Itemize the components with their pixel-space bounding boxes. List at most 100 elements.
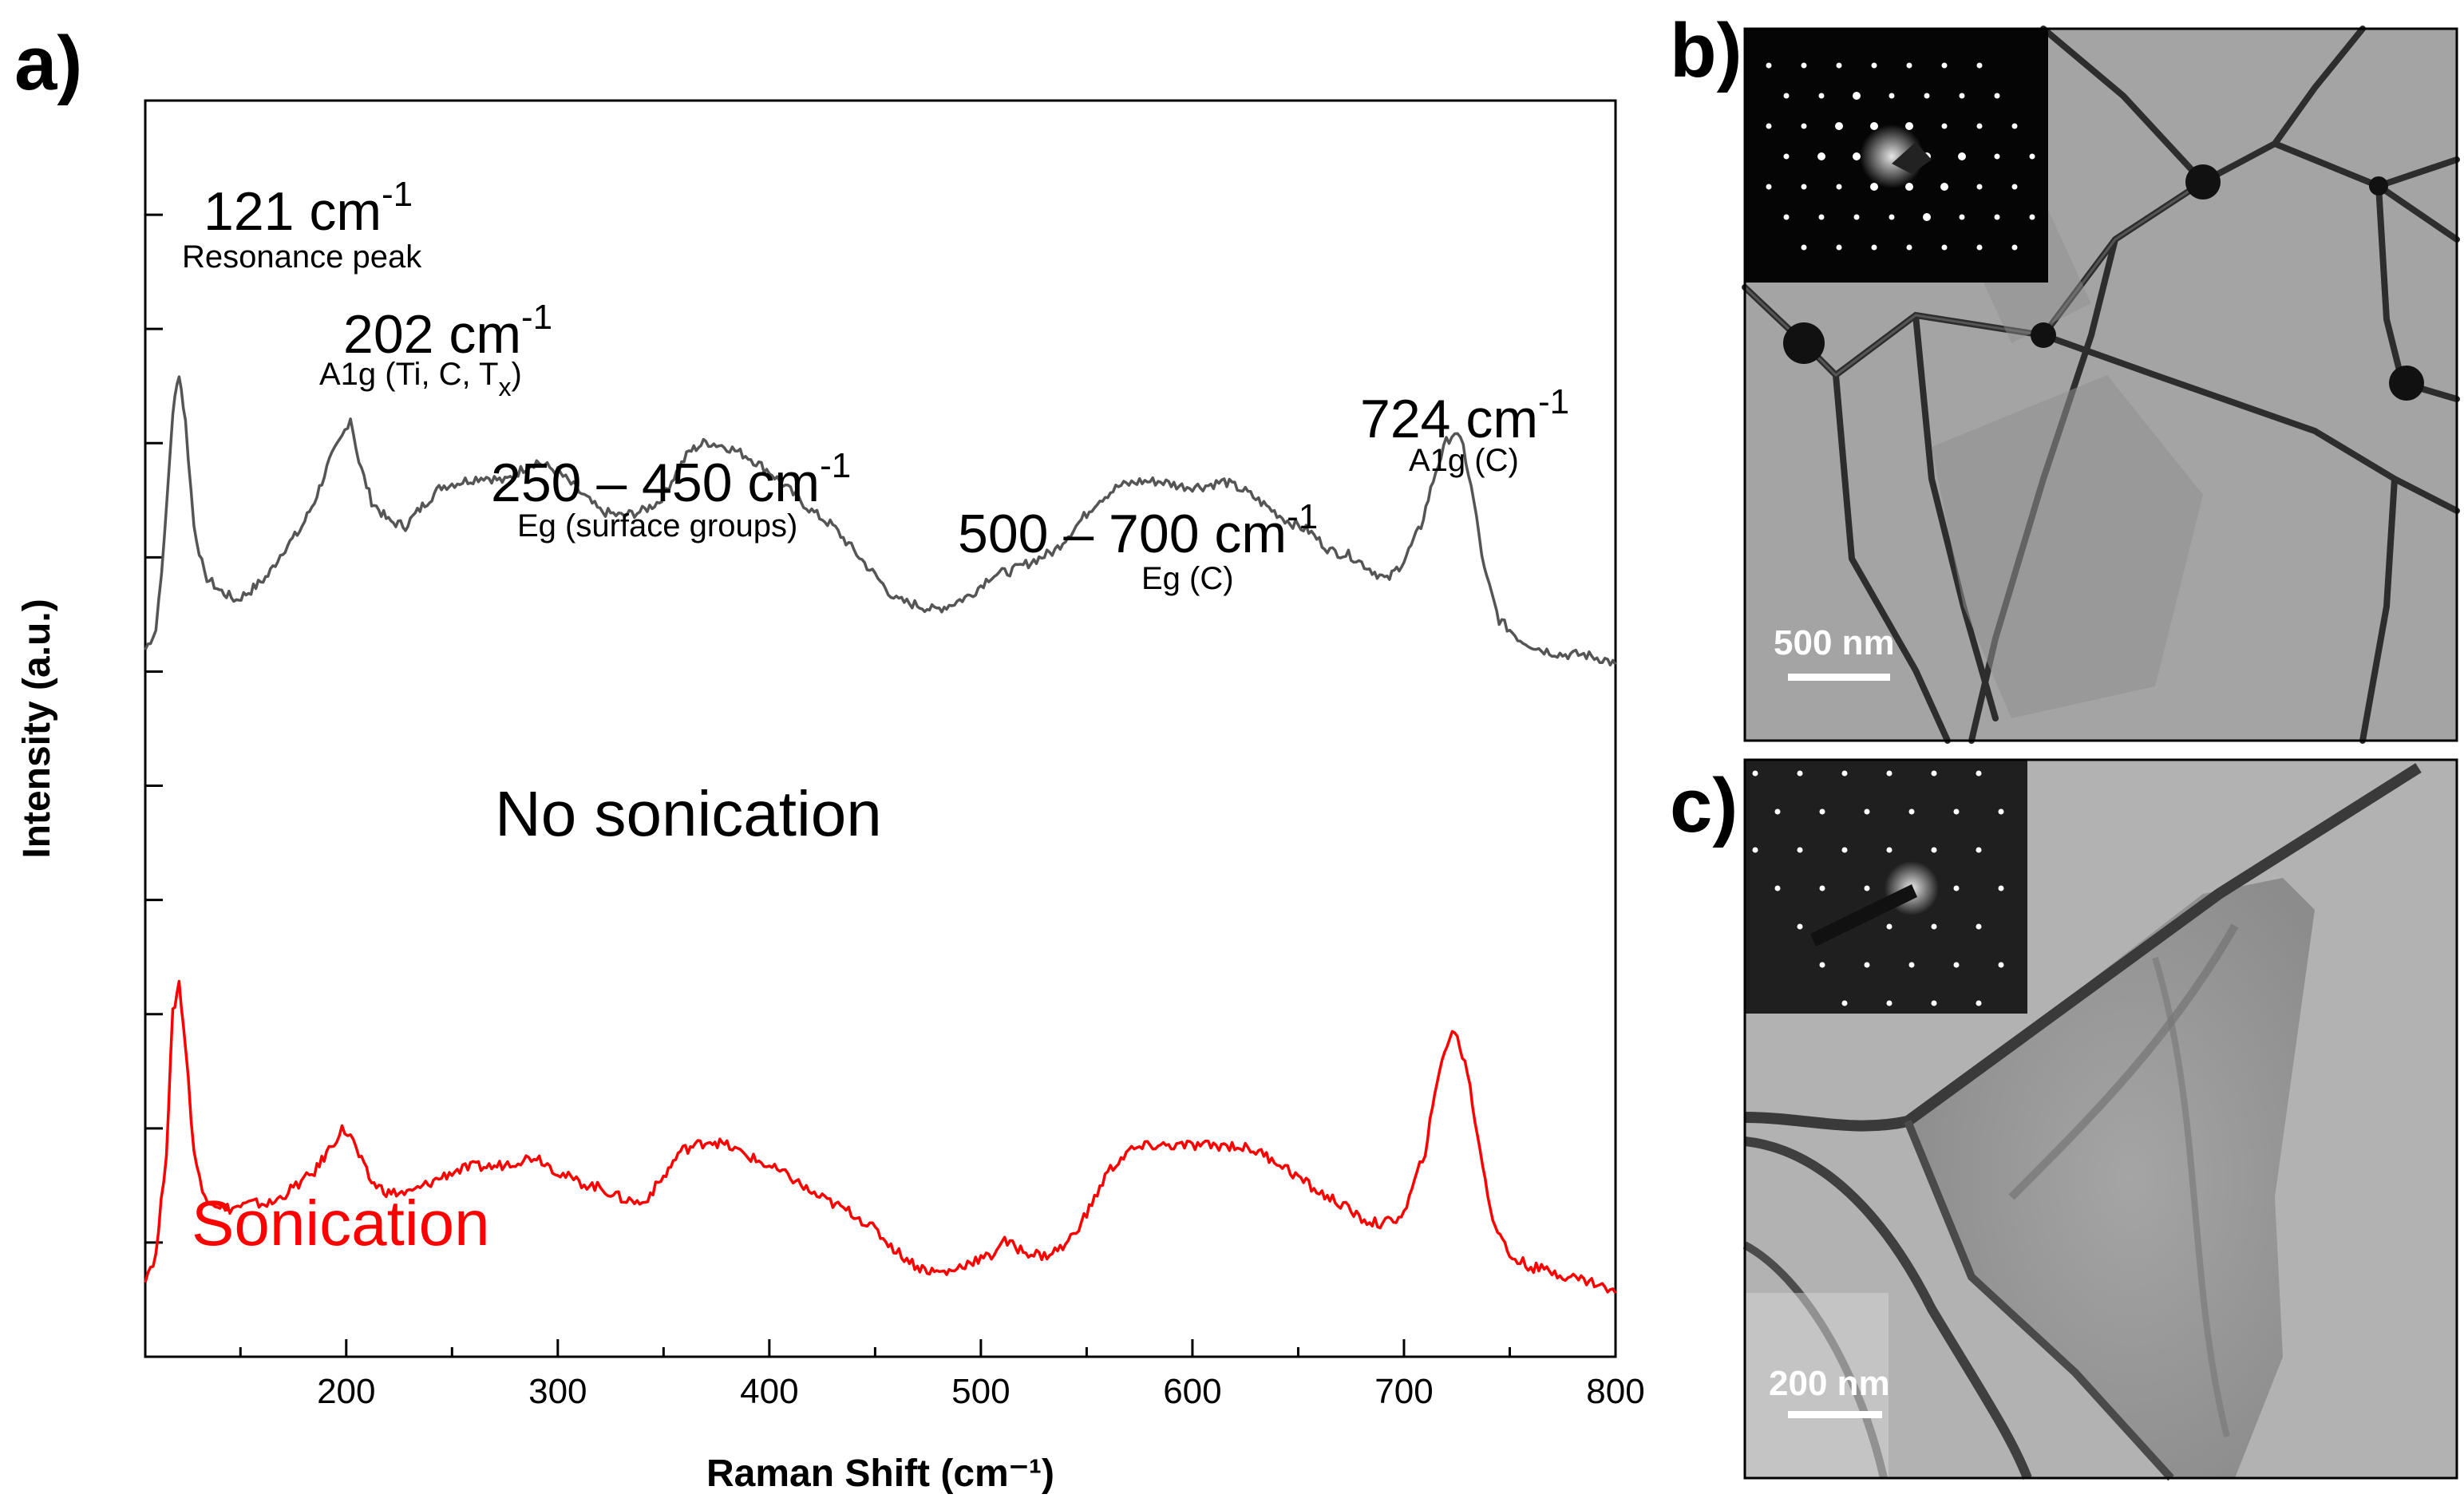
saed-spot (2011, 184, 2018, 190)
y-axis-label: Intensity (a.u.) (16, 599, 58, 858)
saed-spot (1886, 770, 1892, 777)
superscript: -1 (1287, 497, 1318, 536)
saed-spot (1853, 152, 1861, 160)
saed-spot (1801, 62, 1807, 69)
superscript: -1 (382, 175, 413, 214)
saed-spot (1817, 152, 1825, 160)
saed-spot (1864, 885, 1870, 891)
hole-region (1745, 1293, 1889, 1478)
peak-annotation-title: 724 cm-1 (1360, 382, 1569, 449)
saed-spot (1998, 962, 2004, 968)
saed-spot (1797, 770, 1803, 777)
saed-spot (1953, 962, 1960, 968)
saed-spot (1870, 183, 1878, 191)
carbon-edge (1904, 1120, 2174, 1481)
saed-spot (1976, 923, 1982, 930)
saed-spot (1818, 93, 1825, 99)
saed-spot (1853, 214, 1860, 220)
saed-spot (1976, 244, 1983, 251)
saed-spot (1994, 93, 2000, 99)
junction-dark (1783, 322, 1825, 364)
saed-spot (1941, 123, 1948, 129)
saed-spot (1908, 808, 1915, 815)
saed-spot (1886, 923, 1892, 930)
peak-annotation-assignment: A1g (Ti, C, Tx) (319, 357, 522, 401)
saed-spot (1752, 770, 1758, 777)
saed-spot (1958, 152, 1966, 160)
saed-spot (1976, 1000, 1982, 1006)
saed-spot (1819, 885, 1825, 891)
saed-spot (1836, 184, 1842, 190)
saed-spot (1841, 770, 1848, 777)
saed-spot (1998, 808, 2004, 815)
saed-spot (1940, 183, 1948, 191)
peak-annotation-title: 500 – 700 cm-1 (958, 497, 1318, 564)
saed-spot (1819, 808, 1825, 815)
x-tick-label: 300 (528, 1372, 587, 1411)
beam-stopper (1892, 142, 1932, 174)
peak-annotation-assignment: Eg (C) (1141, 561, 1234, 596)
saed-spot (1923, 213, 1931, 221)
saed-spot (1886, 1000, 1892, 1006)
saed-spot (1976, 62, 1983, 69)
panel-label-b: b) (1670, 8, 1742, 93)
saed-spot (1889, 214, 1895, 220)
saed-spot (1931, 1000, 1937, 1006)
saed-spot (1976, 184, 1983, 190)
plot-frame (144, 99, 1617, 1358)
saed-spot (1953, 808, 1960, 815)
saed-spot (1783, 153, 1790, 160)
subscript-tail: ) (512, 357, 522, 392)
saed-spot (1783, 93, 1790, 99)
saed-spot (2011, 244, 2018, 251)
series-label-sonication: Sonication (192, 1188, 490, 1259)
saed-spot (1931, 923, 1937, 930)
saed-spot (1853, 92, 1861, 100)
peak-annotation-title: 202 cm-1 (343, 298, 552, 365)
mxene-sheet (1908, 878, 2315, 1478)
saed-spot (1870, 122, 1878, 130)
saed-spot (1994, 153, 2000, 160)
x-tick-label: 800 (1586, 1372, 1644, 1411)
saed-spot (1818, 214, 1825, 220)
tem-image-c: 200 nm (1742, 758, 2458, 1481)
tem-c-frame (1743, 758, 2458, 1480)
saed-spot (1801, 244, 1807, 251)
peak-annotation-assignment: A1g (C) (1409, 443, 1519, 478)
mxene-flake (1932, 375, 2203, 718)
tem-b-frame (1743, 27, 2458, 742)
superscript: -1 (820, 446, 851, 485)
beam-stopper (1810, 884, 1917, 947)
saed-spot (1774, 808, 1781, 815)
saed-spot (1905, 122, 1913, 130)
subscript: x (499, 373, 512, 401)
x-tick-label: 700 (1374, 1372, 1433, 1411)
series-label-no-sonication: No sonication (495, 778, 882, 849)
saed-spot (1953, 885, 1960, 891)
carbon-edge (1744, 763, 2422, 1132)
saed-inset-b (1745, 29, 2048, 283)
saed-spot (1905, 183, 1913, 191)
saed-spot (1924, 93, 1930, 99)
superscript: -1 (521, 298, 552, 337)
peak-annotation-title: 121 cm-1 (204, 175, 413, 242)
saed-spot (1941, 62, 1948, 69)
saed-spot (1906, 62, 1912, 69)
peak-annotation-assignment: Resonance peak (182, 239, 422, 275)
series-line-no-sonication (144, 375, 1617, 667)
saed-spot (1766, 62, 1772, 69)
saed-spot (1976, 847, 1982, 853)
saed-spot (1931, 770, 1937, 777)
scale-bar-label-b: 500 nm (1774, 623, 1895, 662)
saed-spot (1871, 62, 1877, 69)
saed-spot (1783, 214, 1790, 220)
scale-bar-label-c: 200 nm (1769, 1364, 1890, 1403)
sheet-fold (2008, 923, 2239, 1200)
saed-spot (1836, 244, 1842, 251)
junction-dark (2185, 164, 2221, 200)
saed-spot (1819, 962, 1825, 968)
saed-spot (1998, 885, 2004, 891)
peak-annotation-title: 250 – 450 cm-1 (491, 446, 851, 513)
